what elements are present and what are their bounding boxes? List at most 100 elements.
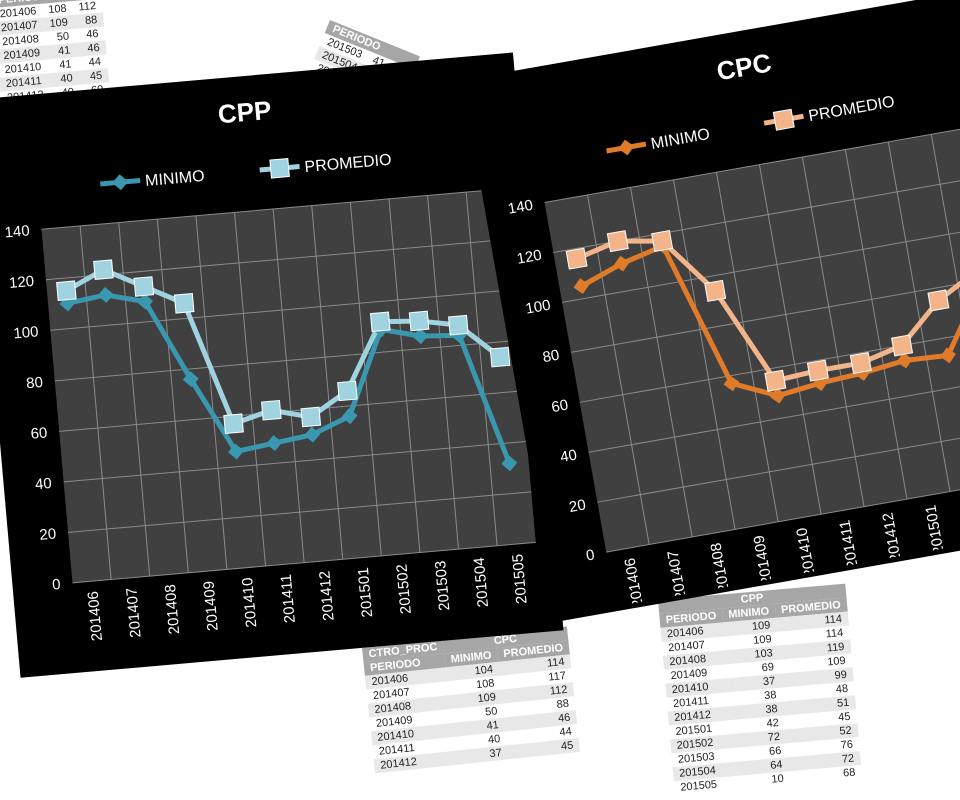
x-tick-label: 201406: [622, 557, 647, 609]
marker: [137, 293, 154, 310]
x-tick-label: 201407: [123, 587, 144, 638]
y-tick-label: 60: [30, 424, 48, 442]
marker: [489, 346, 511, 368]
y-tick-label: 120: [8, 273, 34, 292]
y-tick-label: 20: [568, 496, 587, 516]
marker: [369, 311, 391, 333]
legend-marker: [269, 157, 290, 179]
legend-label: MINIMO: [650, 126, 712, 153]
y-tick-label: 140: [507, 197, 535, 218]
legend-marker: [618, 139, 635, 156]
marker: [565, 247, 588, 270]
chart-panel: CPC 0 20 40 60 80 100 120 140 201406 201407 201408 2…: [462, 0, 960, 622]
x-tick-label: 201505: [509, 553, 530, 604]
grid-line-vertical: [388, 198, 421, 553]
grid-line: [597, 418, 960, 503]
grid-line-vertical: [887, 141, 951, 492]
grid-line: [570, 268, 960, 353]
y-tick-label: 0: [52, 576, 62, 594]
marker: [501, 455, 518, 472]
marker: [133, 276, 155, 297]
marker: [97, 286, 114, 303]
y-tick-label: 20: [39, 525, 57, 543]
y-tick-label: 100: [524, 297, 552, 318]
marker: [93, 259, 114, 280]
grid-line: [562, 218, 960, 303]
x-tick-label: 201410: [793, 526, 818, 578]
grid-line-vertical: [587, 194, 650, 545]
marker: [228, 443, 244, 460]
marker: [300, 406, 322, 428]
grid-line-vertical: [272, 208, 305, 563]
grid-line-vertical: [234, 212, 266, 567]
grid-line-vertical: [465, 192, 498, 546]
grid-line-vertical: [672, 179, 736, 530]
legend-marker: [772, 108, 795, 131]
chart: CPP 0 20 40 60 80 100 120 140 201406 201407 201408 2…: [4, 95, 536, 642]
x-tick-label: 201410: [239, 577, 260, 628]
x-tick-label: 201407: [664, 549, 689, 601]
marker: [806, 359, 829, 382]
y-tick-label: 120: [515, 247, 543, 268]
legend-label: PROMEDIO: [807, 93, 896, 125]
grid-line-vertical: [349, 202, 382, 556]
marker: [223, 413, 244, 435]
x-tick-label: 201409: [750, 534, 775, 586]
marker: [341, 408, 358, 425]
x-tick-label: 201411: [836, 519, 861, 570]
y-tick-label: 140: [4, 222, 30, 241]
marker: [940, 347, 956, 364]
grid-line-vertical: [844, 149, 908, 500]
y-tick-label: 0: [585, 546, 596, 564]
marker: [304, 426, 321, 443]
x-tick-label: 201406: [85, 590, 106, 641]
grid-line: [588, 368, 960, 453]
grid-line-vertical: [311, 205, 344, 560]
legend-label: PROMEDIO: [304, 152, 392, 177]
chart-title: CPC: [714, 47, 773, 86]
chart: CPC 0 20 40 60 80 100 120 140 201406 201407 201408 2…: [507, 47, 960, 609]
grid-line-vertical: [629, 187, 693, 538]
data-table: CPP PERIODO MINIMO PROMEDIO 201406 109 114 2014…: [658, 583, 862, 796]
y-tick-label: 60: [550, 397, 569, 417]
marker: [182, 371, 199, 388]
y-tick-label: 80: [541, 347, 560, 367]
legend-marker: [112, 174, 129, 191]
marker: [337, 380, 358, 402]
marker: [266, 435, 283, 452]
marker: [261, 399, 282, 421]
marker: [770, 387, 786, 404]
marker: [704, 279, 727, 302]
legend-label: MINIMO: [145, 168, 206, 190]
x-tick-label: 201408: [162, 584, 183, 635]
grid-line: [606, 468, 960, 553]
x-tick-label: 201504: [471, 557, 492, 608]
marker: [56, 280, 77, 302]
marker: [606, 230, 629, 253]
marker: [412, 328, 429, 345]
x-tick-label: 201502: [394, 563, 415, 614]
grid-line-vertical: [195, 215, 228, 570]
x-tick-label: 201411: [278, 574, 299, 624]
x-tick-label: 201409: [200, 580, 221, 631]
grid-line-vertical: [715, 172, 779, 522]
grid-line-vertical: [427, 195, 460, 550]
data-table: CTRO_PROC CPC PERIODO MINIMO PROMEDIO 201406 1…: [362, 626, 580, 774]
y-tick-label: 100: [13, 323, 39, 342]
marker: [764, 369, 787, 392]
marker: [448, 314, 469, 336]
y-tick-label: 80: [26, 374, 44, 392]
grid-line-vertical: [79, 225, 112, 580]
marker: [408, 310, 430, 332]
marker: [723, 375, 740, 392]
y-tick-label: 40: [559, 446, 578, 466]
chart-title: CPP: [217, 95, 273, 130]
grid-line-vertical: [930, 134, 960, 485]
grid-line: [579, 318, 960, 403]
marker: [573, 278, 590, 295]
x-tick-label: 201412: [879, 511, 904, 563]
grid-line-vertical: [118, 222, 151, 577]
grid-line-vertical: [801, 156, 865, 507]
x-tick-label: 201501: [922, 504, 947, 556]
